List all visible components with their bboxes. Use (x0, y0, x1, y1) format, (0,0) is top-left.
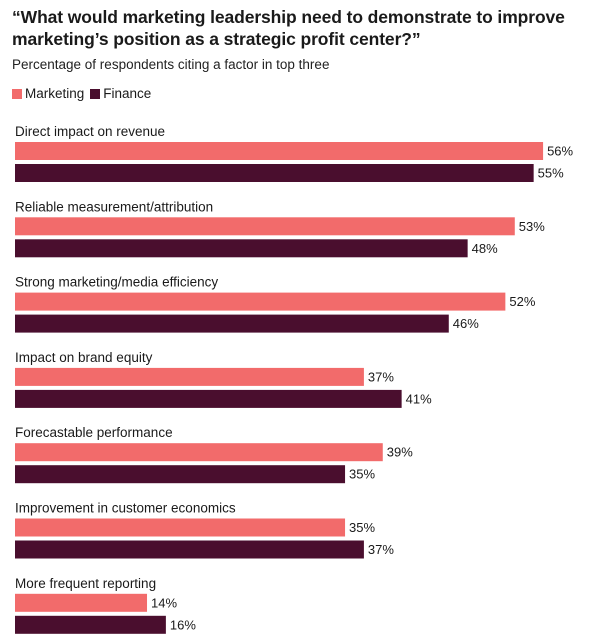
bar-finance (15, 164, 534, 182)
category-label: Strong marketing/media efficiency (15, 275, 218, 290)
data-label-finance: 48% (472, 241, 498, 256)
data-label-finance: 55% (538, 166, 564, 181)
data-label-marketing: 37% (368, 369, 394, 384)
data-label-marketing: 39% (387, 445, 413, 460)
data-label-marketing: 56% (547, 144, 573, 159)
category-group-more-frequent-reporting: More frequent reporting 14% 16% (15, 576, 196, 634)
bar-finance (15, 314, 449, 333)
category-group-impact-on-brand-equity: Impact on brand equity 37% 41% (15, 350, 432, 408)
data-label-marketing: 53% (519, 219, 545, 234)
category-label: Direct impact on revenue (15, 124, 165, 139)
bar-marketing (15, 217, 515, 236)
bar-finance (15, 389, 402, 408)
bar-marketing (15, 292, 506, 311)
data-label-marketing: 52% (509, 294, 535, 309)
bar-marketing (15, 142, 544, 160)
category-group-reliable-measurement-attribution: Reliable measurement/attribution 53% 48% (15, 199, 545, 258)
data-label-marketing: 35% (349, 520, 375, 535)
legend-item-marketing: Marketing (12, 85, 84, 103)
chart-subtitle: Percentage of respondents citing a facto… (12, 57, 330, 72)
category-group-direct-impact-on-revenue: Direct impact on revenue 56% 55% (15, 124, 574, 182)
legend-label-finance: Finance (103, 86, 152, 101)
data-label-finance: 41% (406, 391, 432, 406)
data-label-marketing: 14% (151, 595, 177, 610)
legend-item-finance: Finance (90, 85, 151, 103)
bar-finance (15, 239, 468, 258)
category-label: Forecastable performance (15, 425, 173, 440)
category-label: Reliable measurement/attribution (15, 199, 213, 214)
category-group-forecastable-performance: Forecastable performance 39% 35% (15, 425, 413, 484)
data-label-finance: 37% (368, 542, 394, 557)
bar-marketing (15, 518, 346, 537)
bar-finance (15, 615, 166, 634)
category-group-improvement-in-customer-economics: Improvement in customer economics 35% 37% (15, 501, 394, 559)
data-label-finance: 35% (349, 467, 375, 482)
bar-marketing (15, 593, 148, 612)
chart-legend: Marketing Finance (12, 85, 157, 103)
bar-marketing (15, 367, 364, 386)
category-label: More frequent reporting (15, 576, 156, 591)
legend-swatch-finance (90, 89, 101, 99)
bar-finance (15, 540, 364, 559)
category-label: Improvement in customer economics (15, 501, 236, 516)
bar-marketing (15, 443, 383, 462)
category-group-strong-marketing-media-efficiency: Strong marketing/media efficiency 52% 46% (15, 275, 536, 333)
chart-title: “What would marketing leadership need to… (12, 7, 565, 49)
bar-finance (15, 465, 346, 484)
data-label-finance: 16% (170, 617, 196, 632)
legend-label-marketing: Marketing (25, 86, 85, 101)
data-label-finance: 46% (453, 316, 479, 331)
category-label: Impact on brand equity (15, 350, 153, 365)
legend-swatch-marketing (12, 89, 22, 99)
